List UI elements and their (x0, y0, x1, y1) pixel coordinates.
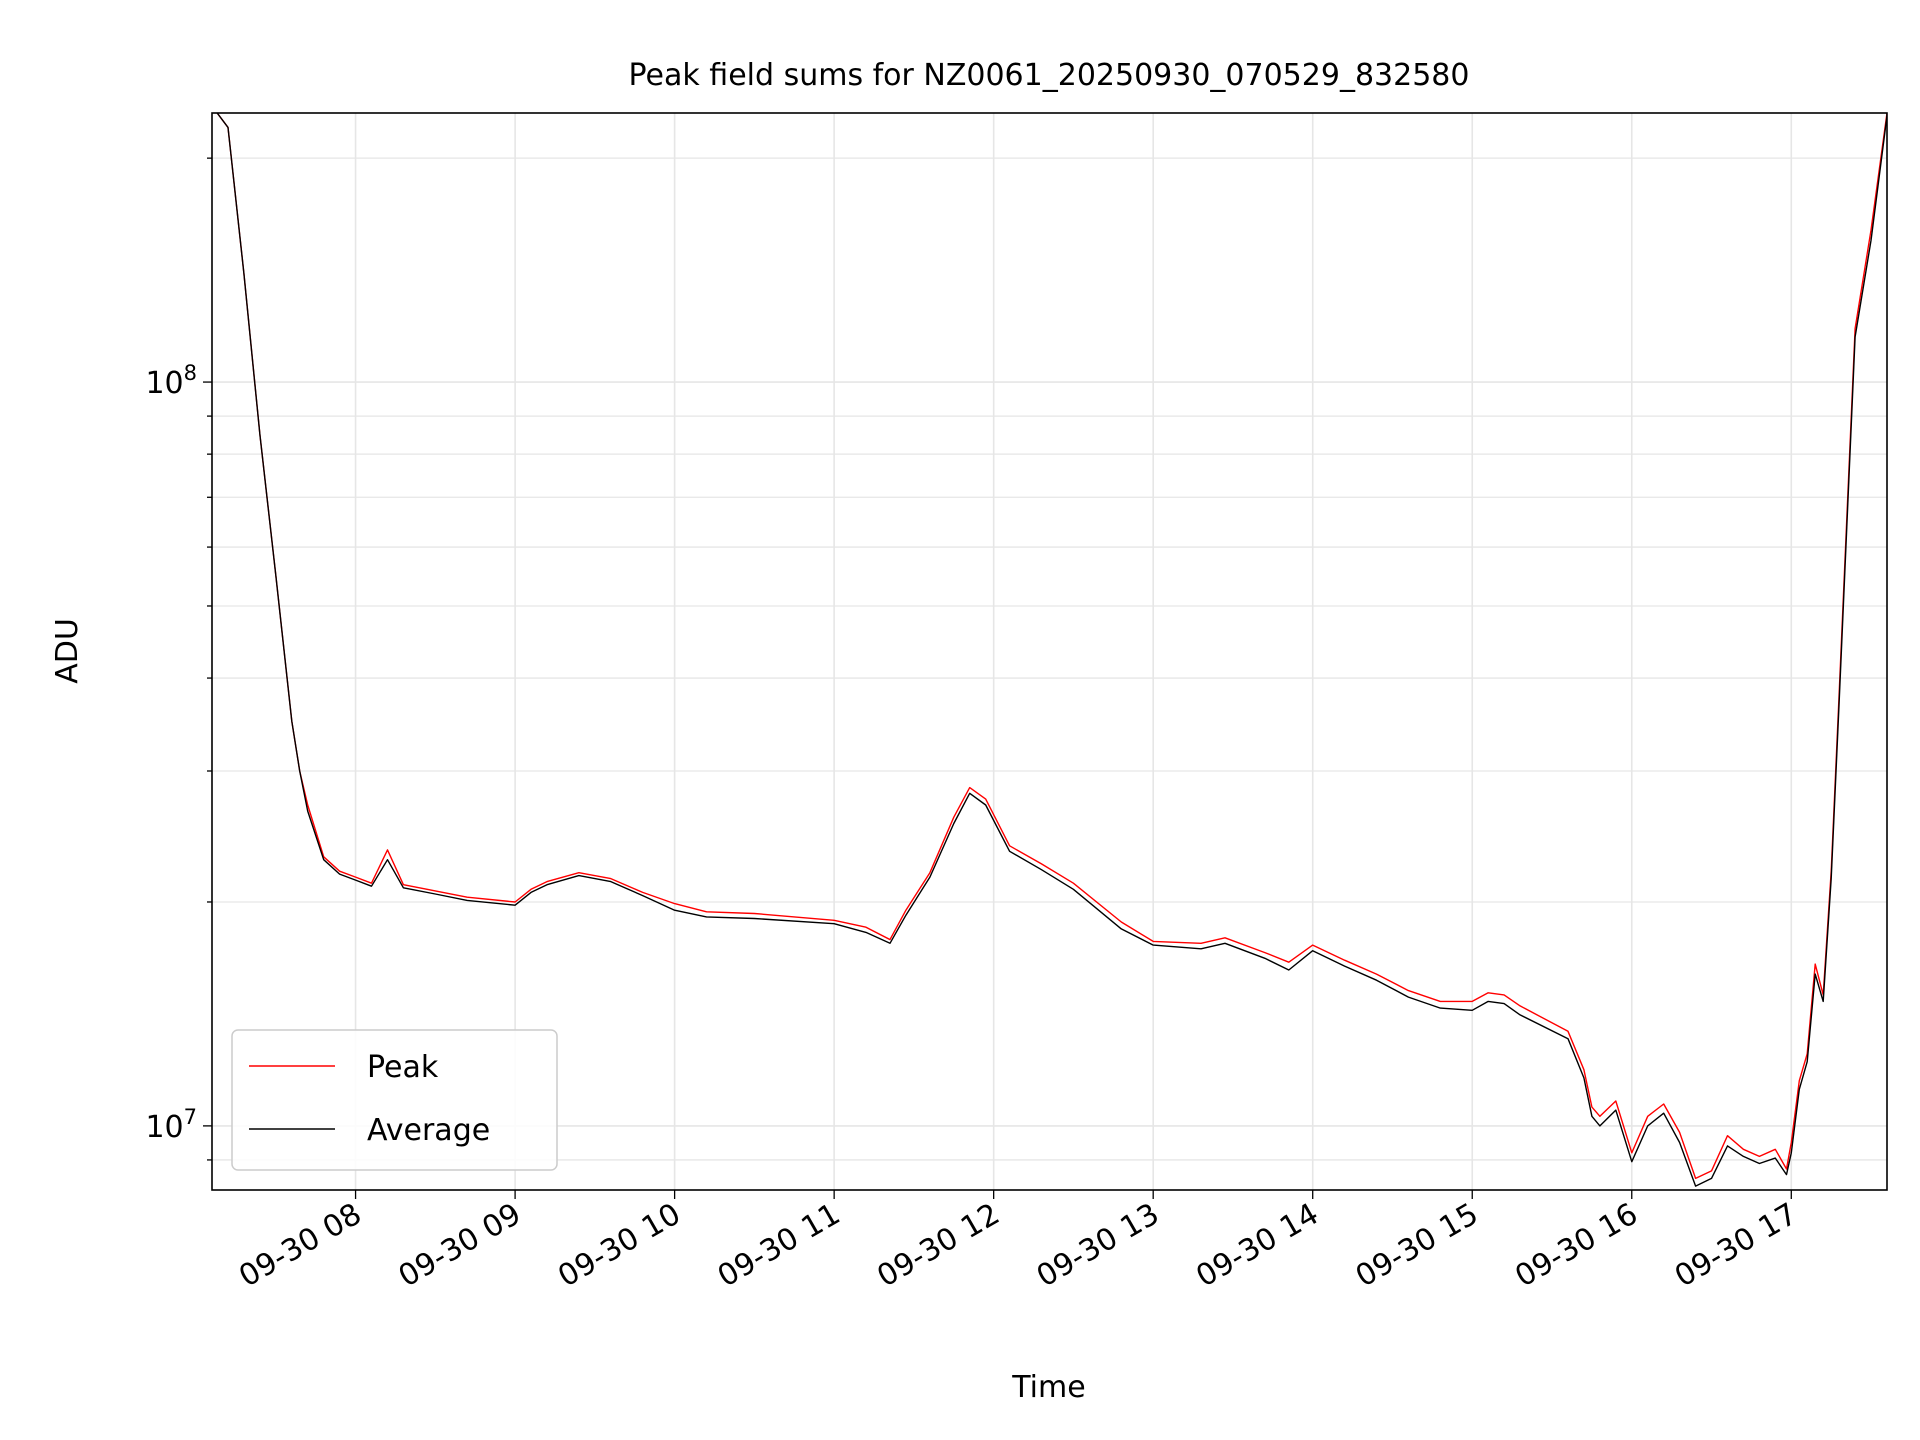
legend-box (231, 1029, 558, 1171)
legend-label-average: Average (367, 1113, 490, 1148)
x-axis-label: Time (1011, 1370, 1085, 1405)
series-layer (216, 113, 1887, 1187)
chart-title: Peak field sums for NZ0061_20250930_0705… (629, 58, 1470, 93)
series-line-peak (216, 113, 1887, 1180)
y-axis-label: ADU (50, 618, 85, 684)
plot-frame (211, 112, 1888, 1191)
series-line-average (216, 113, 1887, 1187)
legend: Peak Average (231, 1029, 558, 1171)
y-tick-label: 107 (145, 1105, 197, 1145)
legend-label-peak: Peak (367, 1050, 439, 1085)
y-axis: 107 108 (145, 157, 212, 1161)
y-tick-label: 108 (145, 361, 197, 401)
